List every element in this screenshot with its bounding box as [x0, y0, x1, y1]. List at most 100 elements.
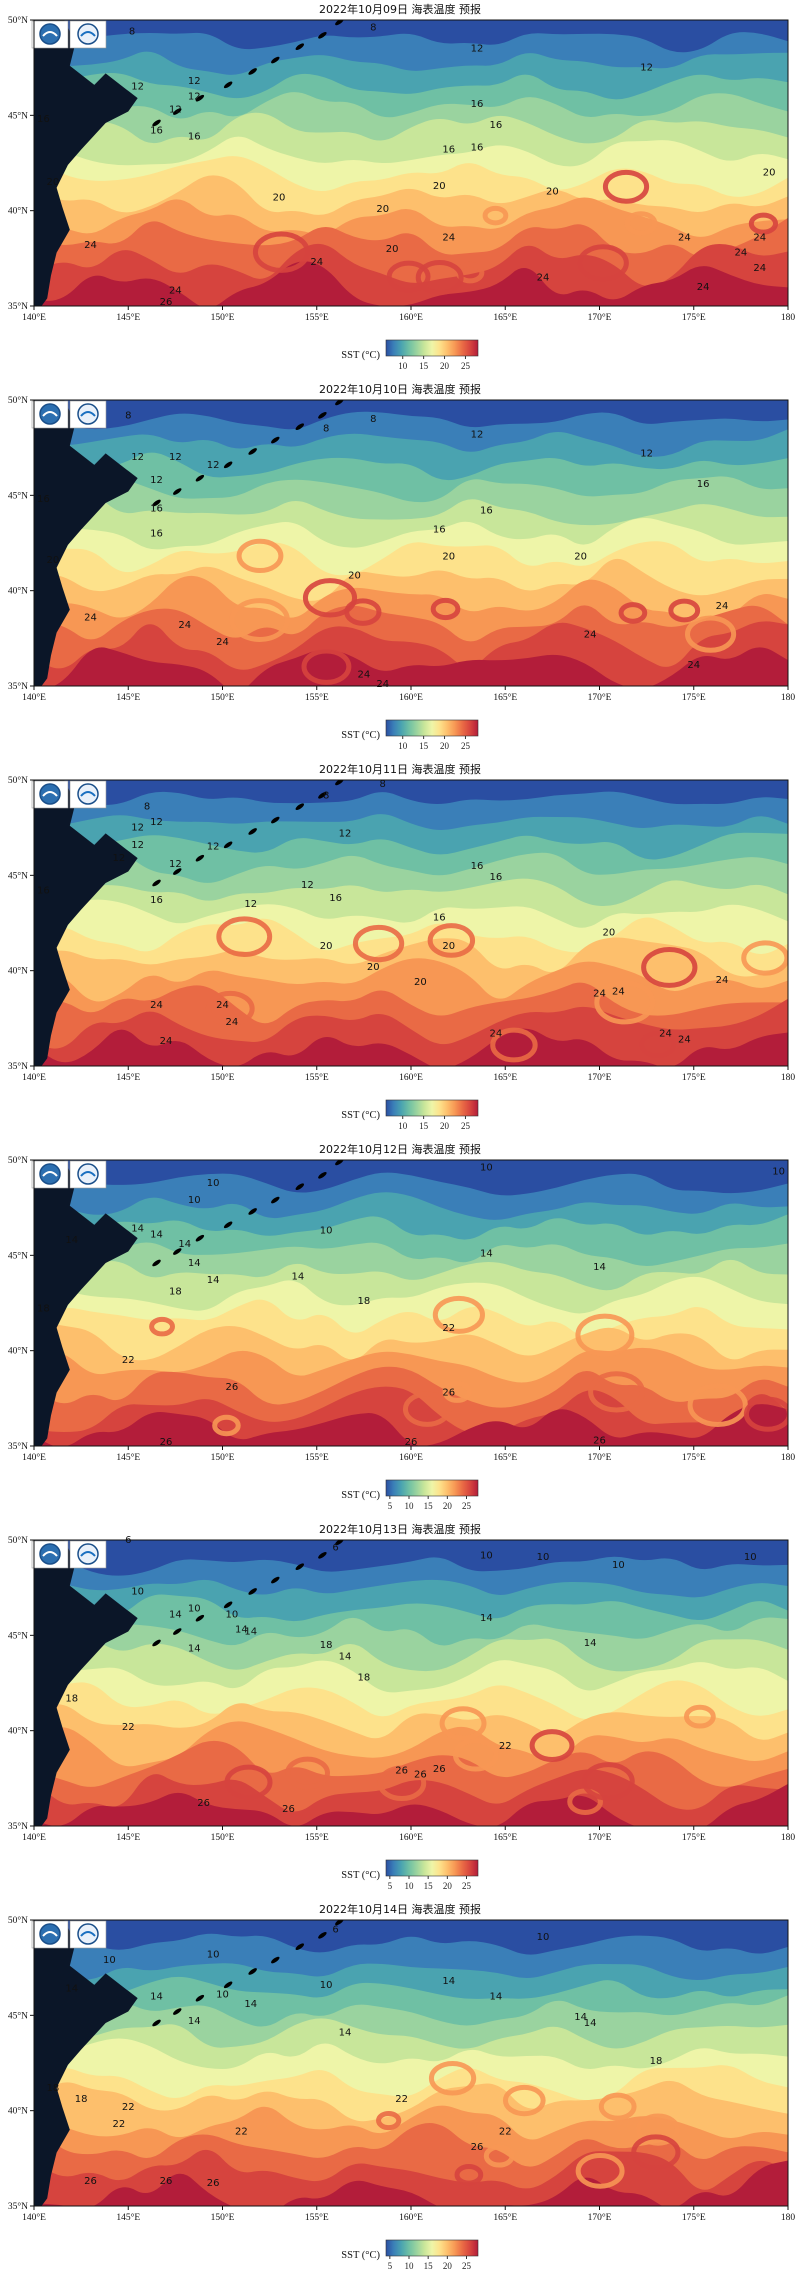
contour-label: 8: [370, 23, 376, 34]
island: [248, 68, 257, 75]
contour-label: 22: [235, 2127, 248, 2138]
contour-label: 14: [188, 1644, 201, 1655]
contour-label: 14: [188, 1258, 201, 1269]
colorbar-label: SST (°C): [341, 730, 380, 741]
contour-label: 24: [735, 248, 748, 259]
contour-label: 26: [226, 1382, 239, 1393]
island: [318, 1171, 327, 1179]
eddy: [602, 169, 650, 204]
eddy: [639, 1030, 677, 1059]
y-tick-label: 45°N: [8, 490, 28, 501]
island: [318, 1551, 327, 1559]
island: [271, 1196, 280, 1204]
colorbar-tick: 20: [443, 2261, 453, 2271]
eddy: [252, 231, 310, 273]
island: [271, 56, 280, 64]
eddy: [631, 2134, 681, 2171]
island: [248, 448, 257, 455]
eddy: [618, 602, 648, 624]
contour-label: 26: [160, 1437, 173, 1448]
x-tick-label: 180: [781, 1073, 796, 1083]
colorbar-tick: 15: [424, 1881, 434, 1891]
contour-label: 24: [310, 257, 323, 268]
eddy: [432, 1295, 485, 1334]
island: [318, 791, 327, 799]
contour-label: 24: [687, 660, 700, 671]
sst-map-svg: 2022年10月12日 海表温度 预报 140°E 145°E 150°E 155°E 1…: [8, 1142, 796, 1511]
sst-map-svg: 2022年10月13日 海表温度 预报 140°E 145°E 150°E 155°E 1…: [8, 1522, 796, 1891]
y-tick-label: 50°N: [8, 775, 28, 786]
colorbar-tick: 25: [462, 1501, 472, 1511]
colorbar-label: SST (°C): [341, 350, 380, 361]
contour-label: 24: [489, 1029, 502, 1040]
x-tick-label: 180: [781, 1453, 796, 1463]
contour-label: 24: [150, 1000, 163, 1011]
contour-label: 24: [753, 263, 766, 274]
eddy: [743, 1396, 788, 1432]
x-tick-label: 175°E: [682, 1452, 706, 1463]
contour-label: 24: [169, 286, 182, 297]
x-tick-label: 140°E: [22, 692, 46, 703]
colorbar-tick: 10: [405, 1881, 415, 1891]
x-tick-label: 150°E: [211, 1072, 235, 1083]
island: [195, 474, 205, 482]
contour-label: 12: [640, 448, 653, 459]
x-tick-label: 175°E: [682, 2212, 706, 2223]
contour-label: 18: [650, 2056, 663, 2067]
island: [271, 1956, 280, 1964]
contour-label: 22: [442, 1323, 455, 1334]
island: [195, 94, 205, 102]
contour-label: 24: [358, 670, 371, 681]
org-logo-1: [31, 1920, 69, 1949]
x-tick-label: 165°E: [493, 692, 517, 703]
contour-label: 20: [273, 192, 286, 203]
contour-label: 14: [584, 2018, 597, 2029]
contour-label: 24: [753, 232, 766, 243]
x-tick-label: 140°E: [22, 1072, 46, 1083]
contour-label: 10: [216, 1989, 229, 2000]
eddy: [377, 1765, 427, 1802]
eddy: [748, 212, 779, 235]
contour-label: 16: [471, 99, 484, 110]
contour-label: 14: [480, 1248, 493, 1259]
panel-title: 2022年10月09日 海表温度 预报: [319, 2, 481, 16]
island: [248, 1968, 257, 1975]
y-tick-label: 40°N: [8, 2106, 28, 2117]
y-tick-label: 45°N: [8, 1630, 28, 1641]
y-tick-label: 40°N: [8, 1726, 28, 1737]
contour-label: 24: [216, 1000, 229, 1011]
x-tick-label: 175°E: [682, 312, 706, 323]
island: [295, 1563, 305, 1570]
contour-label: 14: [188, 2016, 201, 2027]
contour-label: 16: [329, 893, 342, 904]
contour-label: 14: [244, 1627, 257, 1638]
eddy: [668, 598, 701, 623]
contour-label: 10: [226, 1609, 239, 1620]
contour-label: 14: [584, 1638, 597, 1649]
contour-label: 12: [640, 63, 653, 74]
x-tick-label: 160°E: [399, 1072, 423, 1083]
x-tick-label: 145°E: [116, 1072, 140, 1083]
contour-label: 24: [678, 232, 691, 243]
org-logo-2: [69, 20, 107, 49]
eddy: [229, 598, 290, 642]
eddy: [442, 1380, 472, 1403]
contour-label: 24: [376, 679, 389, 690]
y-tick-label: 35°N: [8, 1061, 28, 1072]
eddy: [302, 578, 358, 618]
sst-panel-4: 2022年10月12日 海表温度 预报 140°E 145°E 150°E 155°E 1…: [0, 1140, 800, 1520]
x-tick-label: 150°E: [211, 312, 235, 323]
contour-label: 14: [489, 1991, 502, 2002]
eddy: [624, 211, 658, 236]
contour-label: 20: [442, 551, 455, 562]
sst-field: [34, 20, 788, 306]
contour-label: 14: [178, 1239, 191, 1250]
island: [152, 879, 161, 887]
contour-label: 16: [489, 872, 502, 883]
island: [173, 488, 182, 495]
contour-label: 26: [405, 1437, 418, 1448]
eddy: [212, 1414, 241, 1437]
contour-label: 16: [471, 143, 484, 154]
contour-label: 18: [358, 1672, 371, 1683]
colorbar-tick: 25: [461, 361, 471, 371]
